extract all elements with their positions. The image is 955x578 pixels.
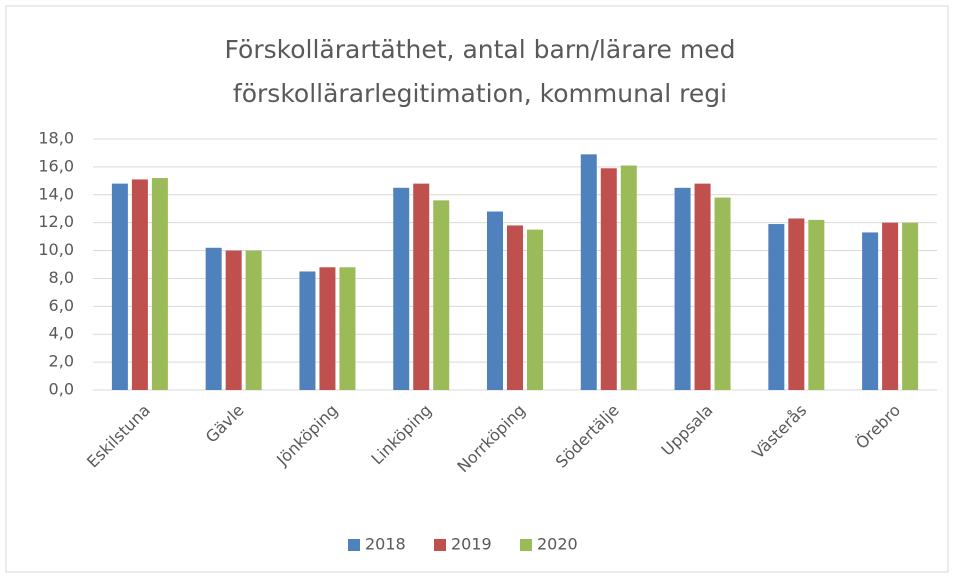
bar <box>694 183 711 390</box>
bar <box>768 224 785 390</box>
legend-label: 2019 <box>451 535 492 554</box>
bar <box>507 225 523 390</box>
bar <box>131 179 148 390</box>
bar <box>245 250 262 390</box>
bar <box>205 247 222 390</box>
y-tick-label: 18,0 <box>38 129 74 148</box>
y-tick-label: 0,0 <box>49 380 74 399</box>
legend-label: 2020 <box>537 535 578 554</box>
bar <box>299 271 316 390</box>
chart-title: Förskollärartäthet, antal barn/lärare me… <box>224 35 736 108</box>
bar <box>339 267 356 390</box>
y-tick-label: 6,0 <box>49 296 74 315</box>
bar <box>808 219 825 390</box>
bar <box>487 211 503 390</box>
bar <box>527 229 543 390</box>
y-tick-label: 10,0 <box>38 240 74 259</box>
bar <box>319 267 336 390</box>
bar <box>433 200 450 390</box>
bar <box>393 187 410 390</box>
y-tick-label: 2,0 <box>49 352 74 371</box>
bar <box>882 222 899 390</box>
legend-label: 2018 <box>365 535 406 554</box>
bar <box>225 250 242 390</box>
legend-swatch <box>520 539 532 551</box>
bar <box>862 232 879 390</box>
bar <box>151 178 168 390</box>
y-tick-label: 16,0 <box>38 156 74 175</box>
bar <box>902 222 919 390</box>
legend-swatch <box>348 539 360 551</box>
bar <box>674 187 691 390</box>
y-tick-label: 14,0 <box>38 184 74 203</box>
bar <box>580 154 597 390</box>
bar <box>620 165 637 390</box>
y-tick-label: 12,0 <box>38 212 74 231</box>
bar <box>714 197 731 390</box>
y-tick-label: 4,0 <box>49 324 74 343</box>
bar <box>413 183 430 390</box>
bar <box>600 168 617 390</box>
legend-swatch <box>434 539 446 551</box>
y-tick-label: 8,0 <box>49 268 74 287</box>
bar <box>111 183 128 390</box>
bar <box>788 218 805 390</box>
